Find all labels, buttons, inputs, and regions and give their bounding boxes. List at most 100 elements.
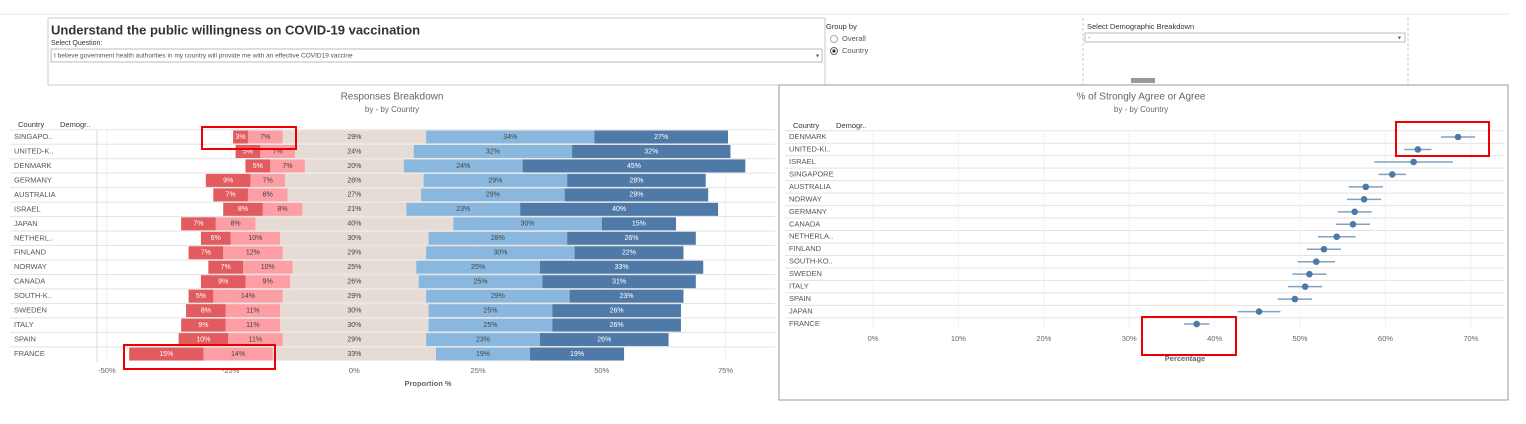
value-label: 14% [231, 351, 245, 358]
x-tick-label: 50% [594, 366, 609, 375]
bar-segment [522, 159, 746, 173]
value-label: 6% [211, 235, 221, 242]
row-label: SWEDEN [789, 269, 822, 278]
value-label: 15% [632, 221, 646, 228]
value-label: 45% [627, 163, 641, 170]
value-label: 31% [612, 279, 626, 286]
x-tick-label: -25% [222, 366, 240, 375]
dot [1410, 158, 1417, 166]
bar-segment [426, 130, 595, 144]
bar-segment [406, 202, 521, 216]
dot [1362, 183, 1370, 191]
value-label: 32% [644, 148, 658, 155]
value-label: 8% [201, 307, 211, 314]
x-axis-label: Proportion % [404, 379, 451, 388]
row-label: GERMANY [14, 175, 52, 184]
value-label: 25% [483, 307, 497, 314]
value-label: 29% [488, 177, 502, 184]
value-label: 28% [629, 177, 643, 184]
row-label: NETHERL.. [14, 233, 53, 242]
bar-segment [250, 173, 286, 187]
value-label: 7% [193, 221, 203, 228]
value-label: 11% [246, 307, 260, 314]
dot [1414, 146, 1422, 153]
radio-overall[interactable] [830, 35, 838, 43]
value-label: 21% [347, 206, 361, 213]
dot [1312, 258, 1320, 266]
value-label: 7% [282, 163, 292, 170]
row-label: SINGAPO.. [14, 132, 52, 141]
value-label: 19% [570, 351, 584, 358]
row-label: NETHERLA.. [789, 232, 833, 241]
bar-segment [428, 231, 568, 245]
bar-segment [225, 304, 281, 318]
row-label: DENMARK [789, 132, 827, 141]
dot [1255, 308, 1263, 315]
dot [1454, 133, 1462, 141]
value-label: 23% [476, 336, 490, 343]
bar-segment [421, 188, 565, 202]
value-label: 29% [486, 192, 500, 199]
bar-segment [539, 260, 704, 274]
value-label: 34% [503, 134, 517, 141]
highlight-box [123, 344, 276, 370]
x-tick-label: 50% [1293, 334, 1308, 343]
bar-segment [247, 188, 288, 202]
value-label: 8% [238, 206, 248, 213]
bar-segment [569, 289, 684, 303]
bar-segment [530, 347, 625, 361]
bar-segment [188, 289, 214, 303]
row-label: UNITED-K.. [14, 146, 54, 155]
chart-title: Responses Breakdown [341, 92, 444, 103]
dot [1301, 283, 1309, 290]
demographic-label: Select Demographic Breakdown [1087, 22, 1194, 31]
bar-segment [282, 246, 427, 260]
bar-segment [247, 130, 283, 144]
x-tick-label: 75% [718, 366, 733, 375]
bar-segment [428, 304, 553, 318]
question-label: Select Question: [51, 40, 102, 47]
value-label: 11% [249, 336, 263, 343]
bar-segment [200, 275, 246, 289]
row-label: JAPAN [789, 307, 813, 316]
value-label: 7% [260, 134, 270, 141]
value-label: 29% [347, 293, 361, 300]
bar-segment [242, 260, 293, 274]
demographic-dropdown[interactable] [1084, 32, 1406, 43]
row-label: ISRAEL [14, 204, 41, 213]
bar-segment [225, 318, 281, 332]
bar-segment [413, 144, 573, 158]
row-label: FINLAND [789, 244, 822, 253]
value-label: 14% [241, 293, 255, 300]
row-label: NORWAY [789, 194, 822, 203]
value-label: 24% [456, 163, 470, 170]
value-label: 3% [235, 134, 245, 141]
x-tick-label: 10% [951, 334, 966, 343]
highlight-box [1141, 316, 1237, 356]
row-label: AUSTRALIA [14, 190, 56, 199]
highlight-box [1395, 121, 1490, 157]
row-label: AUSTRALIA [789, 182, 831, 191]
column-header: Demogr.. [836, 121, 866, 130]
bar-segment [262, 202, 303, 216]
x-tick-label: 0% [868, 334, 879, 343]
value-label: 30% [347, 235, 361, 242]
bar-segment [292, 260, 417, 274]
x-tick-label: 20% [1036, 334, 1051, 343]
bar-segment [294, 144, 414, 158]
question-value: I believe government health authorities … [54, 53, 353, 60]
value-label: 30% [347, 322, 361, 329]
bar-segment [287, 188, 422, 202]
bar-segment [403, 159, 523, 173]
value-label: 25% [347, 264, 361, 271]
bar-segment [453, 217, 602, 231]
column-header: Demogr.. [60, 120, 90, 129]
bar-segment [423, 173, 568, 187]
bar-segment [213, 289, 283, 303]
x-tick-label: -50% [98, 366, 116, 375]
dot [1193, 320, 1200, 328]
bar-segment [129, 347, 204, 361]
row-label: SWEDEN [14, 306, 47, 315]
question-dropdown[interactable] [50, 48, 823, 63]
value-label: 10% [261, 264, 275, 271]
